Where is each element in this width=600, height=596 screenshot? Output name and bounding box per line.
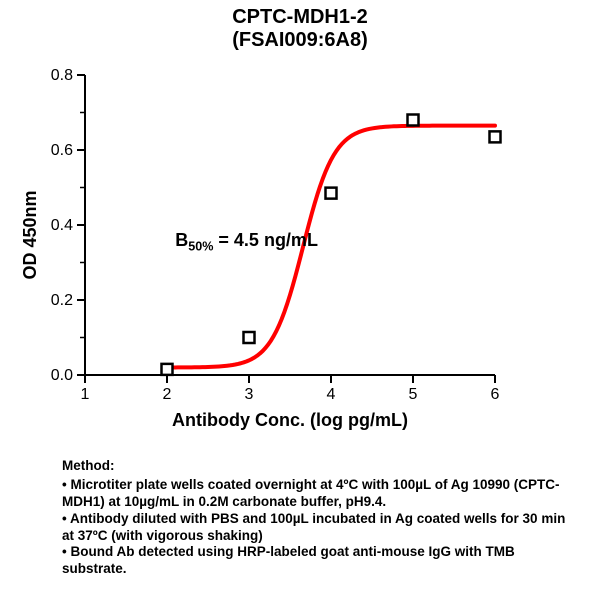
y-axis-label: OD 450nm [20,70,41,400]
method-block: Method: • Microtiter plate wells coated … [62,458,575,578]
page: CPTC-MDH1-2 (FSAI009:6A8) 0.0 0.2 0.4 0.6 0.… [0,0,600,596]
method-bullets: • Microtiter plate wells coated overnigh… [62,477,575,578]
y-tick-label: 0.2 [51,292,73,309]
data-point [162,364,173,375]
y-tick-label: 0.8 [51,67,73,84]
b50-annotation: B50% = 4.5 ng/mL [175,230,318,254]
method-heading: Method: [62,458,575,475]
y-tick-label: 0.4 [51,217,73,234]
chart-title-line1: CPTC-MDH1-2 [0,6,600,29]
x-tick-label: 4 [327,386,336,403]
x-tick-label: 2 [163,386,172,403]
x-tick-label: 3 [245,386,254,403]
method-bullet: • Bound Ab detected using HRP-labeled go… [62,544,575,578]
plot-area: 0.00.20.40.60.8123456 OD 450nm Antibody … [75,70,505,400]
data-point [326,188,337,199]
y-tick-label: 0.0 [51,367,73,384]
data-point [490,131,501,142]
method-bullet: • Antibody diluted with PBS and 100µL in… [62,511,575,545]
x-tick-label: 5 [409,386,418,403]
method-bullet: • Microtiter plate wells coated overnigh… [62,477,575,511]
x-tick-label: 6 [491,386,500,403]
data-point [244,332,255,343]
y-tick-label: 0.6 [51,142,73,159]
chart-title: CPTC-MDH1-2 (FSAI009:6A8) [0,6,600,52]
x-tick-label: 1 [81,386,90,403]
x-axis-label: Antibody Conc. (log pg/mL) [75,410,505,431]
data-point [408,115,419,126]
chart-title-line2: (FSAI009:6A8) [0,29,600,52]
